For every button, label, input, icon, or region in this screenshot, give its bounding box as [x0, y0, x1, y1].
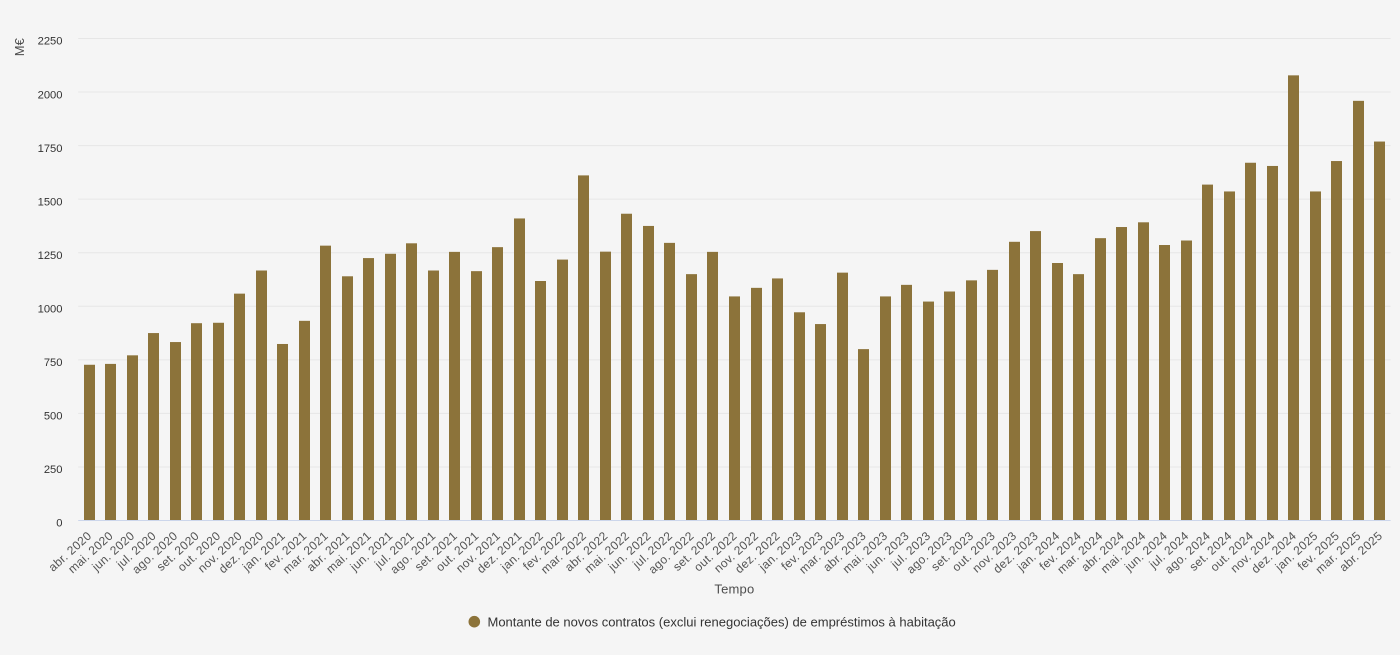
- svg-text:250: 250: [44, 464, 63, 476]
- svg-text:Tempo: Tempo: [714, 582, 754, 597]
- svg-text:500: 500: [44, 411, 63, 423]
- svg-text:1500: 1500: [38, 196, 63, 208]
- svg-text:0: 0: [56, 518, 62, 530]
- svg-text:Montante de novos contratos (e: Montante de novos contratos (exclui rene…: [488, 614, 956, 629]
- svg-text:2250: 2250: [38, 36, 63, 48]
- svg-text:1000: 1000: [38, 303, 63, 315]
- svg-text:750: 750: [44, 357, 63, 369]
- svg-text:2000: 2000: [38, 89, 63, 101]
- svg-text:M€: M€: [12, 37, 27, 56]
- svg-text:1750: 1750: [38, 143, 63, 155]
- svg-text:1250: 1250: [38, 250, 63, 262]
